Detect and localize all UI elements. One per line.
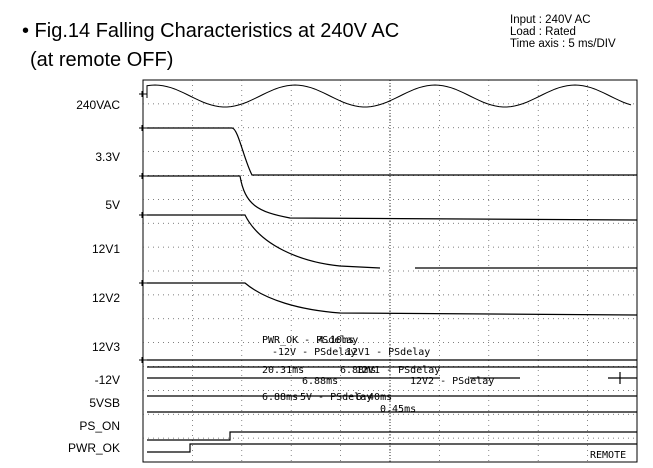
- measurement: 6.88ms: [302, 376, 338, 387]
- channel-label: -12V: [95, 373, 120, 387]
- channel-label: 5VSB: [89, 396, 120, 410]
- measurement: 20.31ms: [262, 365, 304, 376]
- measurement: 6.88ms: [262, 392, 298, 403]
- measurement: 12V2 - PSdelay: [410, 376, 494, 387]
- figure: • Fig.14 Falling Characteristics at 240V…: [0, 0, 653, 468]
- channel-label: 12V2: [92, 291, 120, 305]
- channel-label: PS_ON: [79, 419, 120, 433]
- measurement: -12V - PSdelay: [272, 347, 356, 358]
- measurement: 0.45ms: [380, 404, 416, 415]
- channel-label: 5V: [105, 198, 120, 212]
- measurement: 12V1 - PSdelay: [346, 347, 430, 358]
- measurement: 6.40ms: [356, 392, 392, 403]
- title: • Fig.14 Falling Characteristics at 240V…: [22, 20, 399, 42]
- channel-label: 12V1: [92, 242, 120, 256]
- measurement: 4.10ms: [318, 335, 354, 346]
- info-line: Time axis : 5 ms/DIV: [510, 38, 616, 50]
- channel-label: 12V3: [92, 340, 120, 354]
- info-line: Input : 240V AC: [510, 14, 591, 26]
- channel-label: 3.3V: [95, 150, 120, 164]
- info-line: Load : Rated: [510, 26, 576, 38]
- measurement: 12V1 - PSdelay: [356, 365, 440, 376]
- footer-label: REMOTE: [590, 450, 626, 461]
- channel-label: PWR_OK: [68, 441, 120, 455]
- channel-label: 240VAC: [76, 98, 120, 112]
- subtitle: (at remote OFF): [30, 49, 173, 71]
